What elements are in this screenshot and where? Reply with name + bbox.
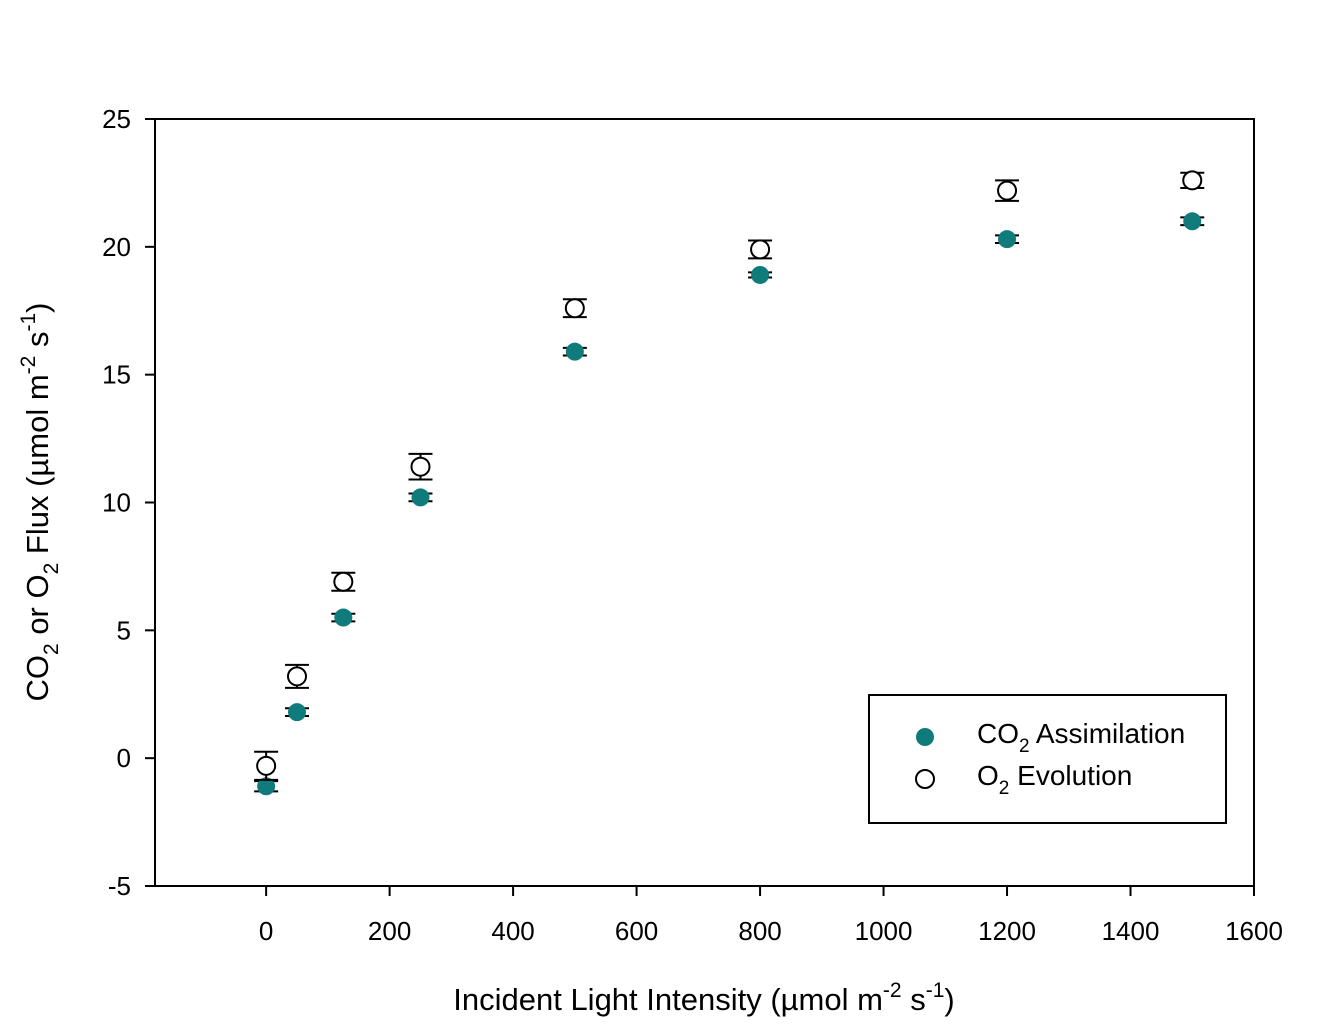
legend-marker-co2-assimilation (916, 728, 934, 746)
data-point (1182, 170, 1203, 191)
y-tick-label: 20 (102, 232, 131, 262)
data-point (334, 608, 353, 627)
x-tick-label: 1000 (855, 916, 913, 946)
y-tick-label: 25 (102, 104, 131, 134)
y-axis: -5 0 5 10 15 20 25 (102, 104, 155, 901)
data-series (254, 170, 1205, 796)
data-point (333, 571, 354, 592)
data-point (287, 666, 308, 687)
x-tick-label: 200 (368, 916, 411, 946)
data-point (564, 298, 585, 319)
y-tick-label: -5 (108, 871, 131, 901)
x-tick-label: 1400 (1102, 916, 1160, 946)
x-axis-title: Incident Light Intensity (µmol m-2 s-1) (453, 979, 954, 1017)
x-tick-label: 1200 (978, 916, 1036, 946)
legend-label-o2-evolution: O2 Evolution (977, 760, 1132, 799)
legend-box (868, 694, 1227, 824)
data-point (1183, 212, 1202, 231)
data-point (998, 230, 1017, 249)
data-point (410, 456, 431, 477)
x-tick-label: 1600 (1225, 916, 1283, 946)
x-tick-label: 0 (259, 916, 273, 946)
legend-label-co2-assimilation: CO2 Assimilation (977, 718, 1185, 757)
data-point (751, 265, 770, 284)
x-tick-label: 800 (738, 916, 781, 946)
y-tick-label: 5 (117, 615, 131, 645)
data-point (750, 239, 771, 260)
y-tick-label: 10 (102, 488, 131, 518)
data-point (256, 755, 277, 776)
series-co2-assimilation (254, 212, 1205, 796)
data-point (565, 342, 584, 361)
legend-marker-o2-evolution (915, 769, 935, 789)
x-axis: 0 200 400 600 800 1000 1200 1400 1600 (259, 886, 1283, 946)
y-tick-label: 15 (102, 360, 131, 390)
x-tick-label: 600 (615, 916, 658, 946)
series-o2-evolution (254, 170, 1205, 781)
data-point (997, 180, 1018, 201)
y-axis-title: CO2 or O2 Flux (µmol m-2 s-1) (17, 303, 63, 702)
data-point (288, 703, 307, 722)
x-tick-label: 400 (491, 916, 534, 946)
legend: CO2 Assimilation O2 Evolution (868, 694, 1227, 824)
data-point (257, 777, 276, 796)
y-tick-label: 0 (117, 743, 131, 773)
data-point (411, 488, 430, 507)
